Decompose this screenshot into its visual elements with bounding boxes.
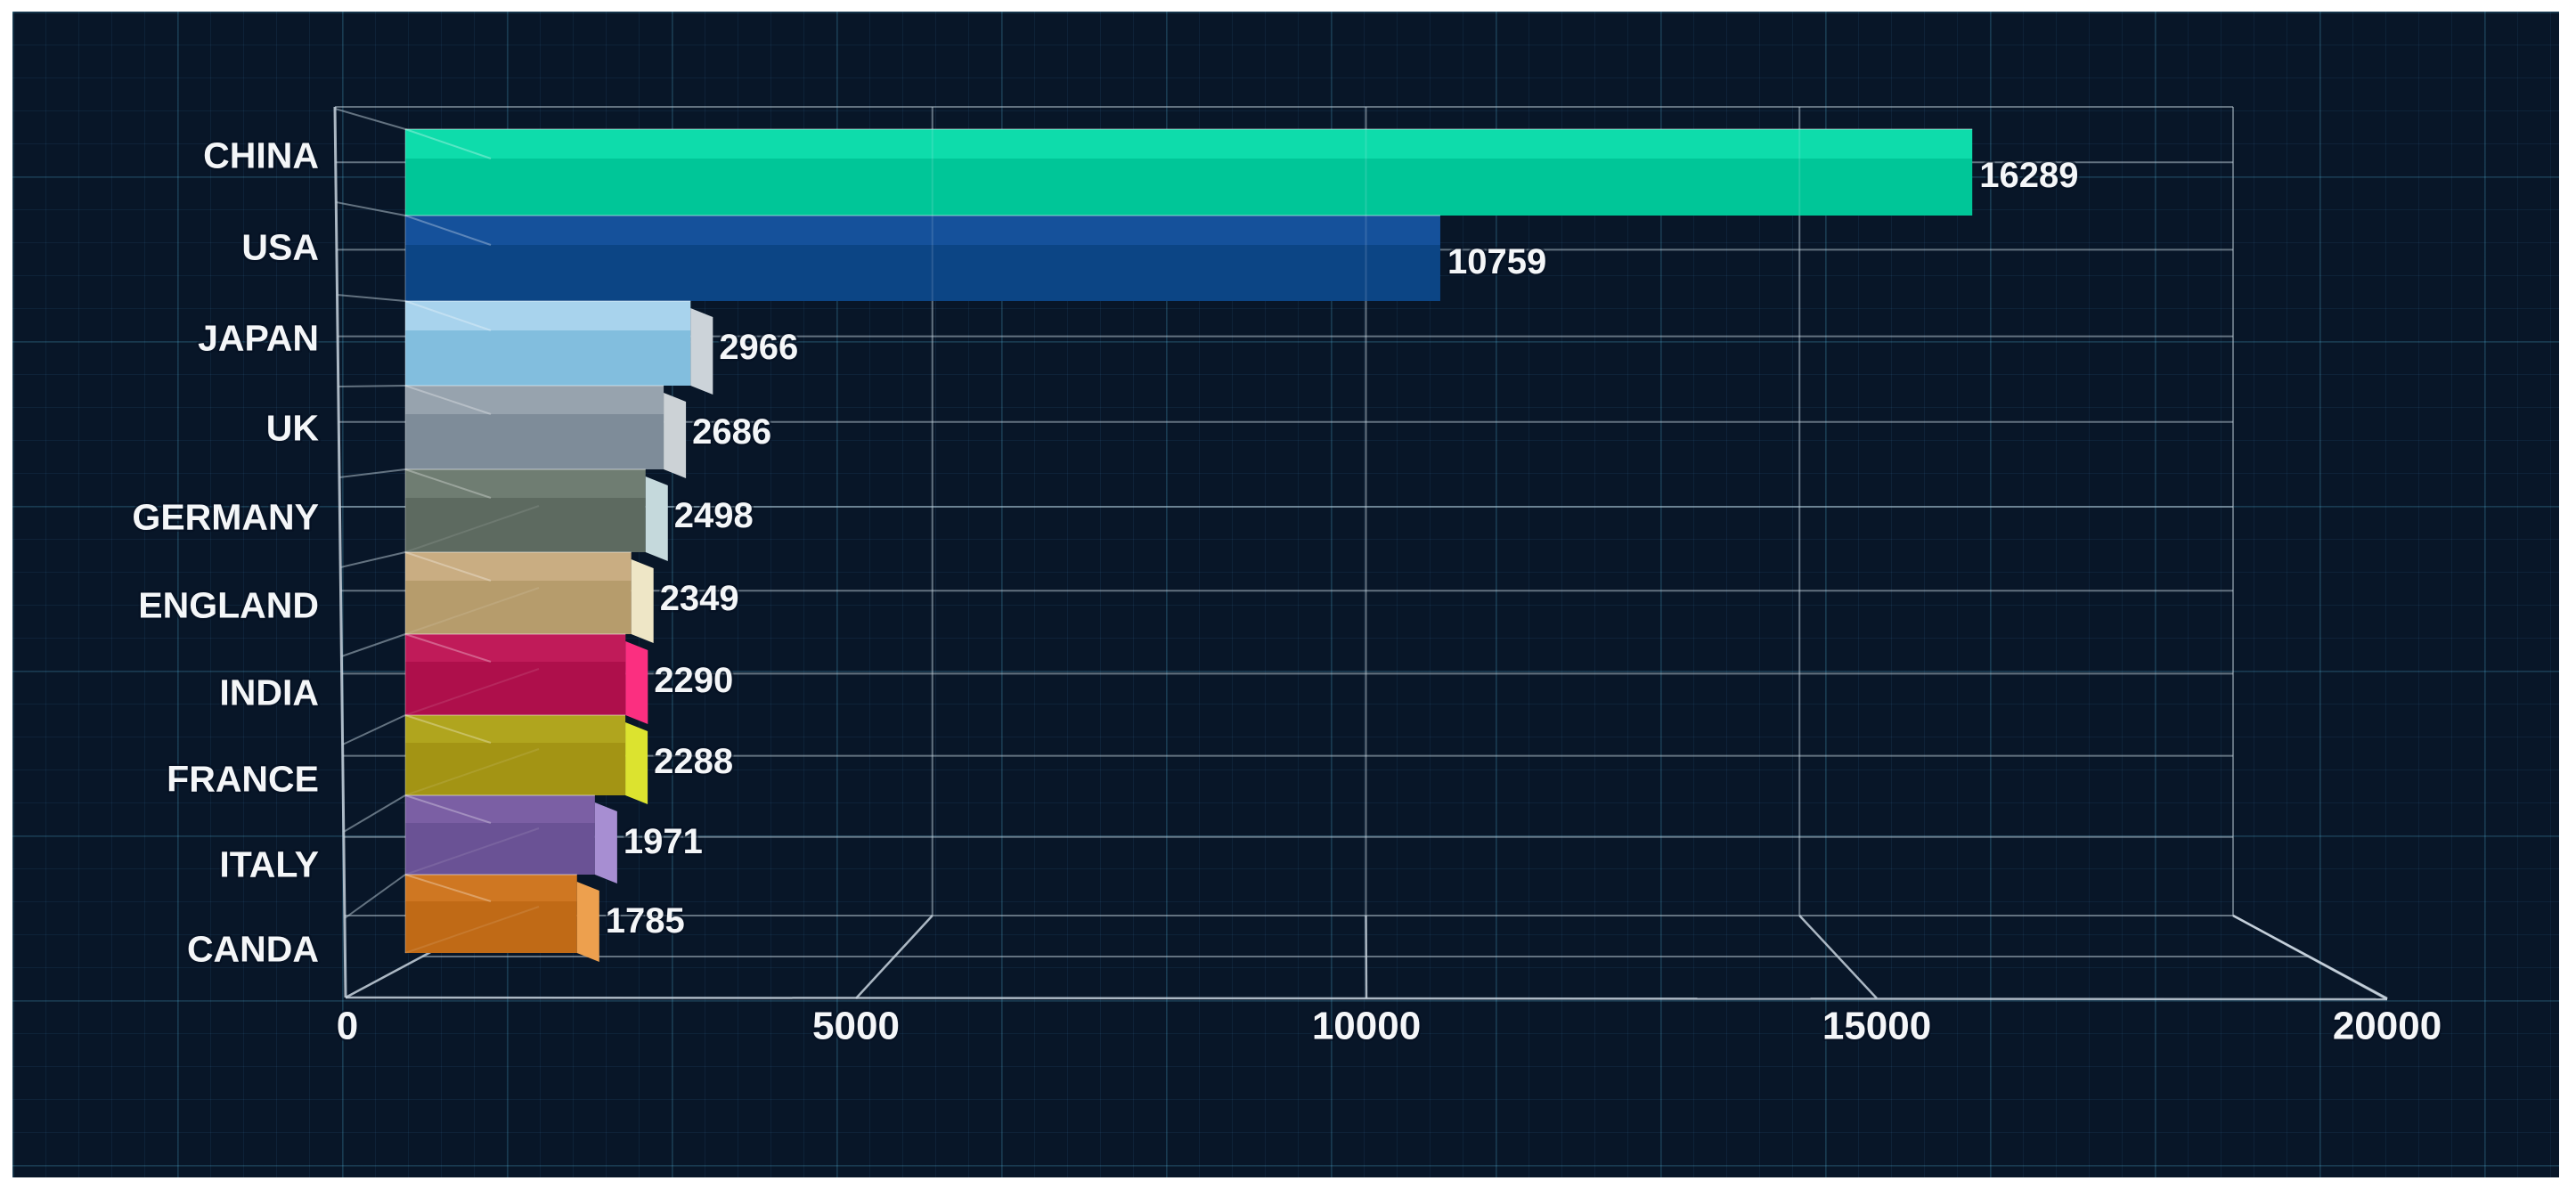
bar-value-label-uk: 2686 bbox=[692, 412, 771, 452]
bar-fold-edge bbox=[404, 874, 492, 902]
bar-top-face-italy bbox=[405, 795, 595, 823]
y-tick-line-usa bbox=[336, 201, 406, 216]
bar-value-label-italy: 1971 bbox=[624, 822, 703, 861]
category-label-italy: ITALY bbox=[219, 844, 319, 885]
bar-value-label-usa: 10759 bbox=[1447, 242, 1546, 281]
bar-value-label-germany: 2498 bbox=[674, 496, 754, 535]
y-tick-line-germany bbox=[338, 468, 406, 478]
category-label-india: INDIA bbox=[219, 672, 319, 713]
x-tick-label-0: 0 bbox=[337, 1005, 358, 1048]
bar-front-face-italy bbox=[405, 823, 595, 875]
bar-front-face-france bbox=[405, 743, 626, 795]
bar-fold-edge bbox=[404, 385, 492, 415]
bar-top-face-japan bbox=[405, 301, 691, 330]
y-tick-line-china bbox=[334, 108, 406, 130]
bar-end-cap-uk bbox=[664, 393, 687, 478]
bar-front-face-germany bbox=[405, 498, 646, 552]
category-label-germany: GERMANY bbox=[132, 497, 319, 538]
bar-bottom-fold-edge bbox=[404, 505, 540, 553]
bar-fold-edge bbox=[404, 633, 492, 663]
x-tick-label-20000: 20000 bbox=[2333, 1005, 2441, 1048]
x-tick-label-5000: 5000 bbox=[812, 1005, 900, 1048]
bar-end-cap-canda bbox=[576, 882, 599, 962]
category-label-england: ENGLAND bbox=[138, 585, 319, 626]
x-tick-line-5000 bbox=[855, 915, 933, 999]
bar-bottom-fold-edge bbox=[404, 748, 540, 796]
bar-front-face-uk bbox=[405, 414, 664, 469]
bar-front-face-usa bbox=[405, 245, 1440, 301]
bar-bottom-fold-edge bbox=[404, 827, 540, 875]
y-tick-line-italy bbox=[343, 794, 406, 833]
x-tick-label-15000: 15000 bbox=[1822, 1005, 1931, 1048]
bar-bottom-fold-edge bbox=[404, 587, 540, 635]
bar-fold-edge bbox=[404, 551, 492, 582]
x-tick-line-10000 bbox=[1365, 915, 1368, 999]
bar-value-label-china: 16289 bbox=[1979, 156, 2078, 195]
category-label-usa: USA bbox=[241, 227, 319, 268]
bar-value-label-canda: 1785 bbox=[606, 901, 685, 941]
category-label-uk: UK bbox=[266, 408, 320, 449]
bar-value-label-japan: 2966 bbox=[719, 328, 798, 367]
bar-top-face-india bbox=[405, 634, 626, 662]
bar-fold-edge bbox=[404, 215, 492, 246]
bar-fold-edge bbox=[404, 714, 492, 744]
bar-top-face-france bbox=[405, 715, 626, 743]
chart-svg: CHINA USA JAPAN UK GERMANY ENGLAND INDIA FRANCE… bbox=[130, 106, 2444, 1050]
x-tick-line-15000 bbox=[1798, 915, 1878, 999]
bar-front-face-canda bbox=[405, 901, 577, 953]
y-tick-line-france bbox=[342, 714, 406, 745]
bar-fold-edge bbox=[404, 128, 492, 159]
y-tick-line-england bbox=[339, 551, 406, 568]
category-label-france: FRANCE bbox=[167, 759, 319, 800]
bar-value-label-france: 2288 bbox=[654, 742, 733, 781]
bar-bottom-fold-edge bbox=[404, 906, 540, 954]
x-tick-line-20000 bbox=[2232, 914, 2388, 1000]
bar-top-face-germany bbox=[405, 469, 646, 498]
bar-end-cap-england bbox=[631, 559, 654, 643]
y-tick-line-uk bbox=[338, 385, 406, 387]
bar-end-cap-italy bbox=[594, 802, 617, 884]
category-label-china: CHINA bbox=[203, 135, 319, 176]
chart-panel: CHINA USA JAPAN UK GERMANY ENGLAND INDIA FRANCE… bbox=[12, 12, 2559, 1177]
y-tick-line-japan bbox=[337, 294, 406, 302]
bar-value-label-india: 2290 bbox=[654, 661, 733, 700]
bar-bottom-fold-edge bbox=[404, 668, 540, 716]
bar-value-label-england: 2349 bbox=[660, 579, 739, 618]
bar-front-face-england bbox=[405, 581, 632, 634]
bar-front-face-china bbox=[405, 159, 1973, 216]
bar-fold-edge bbox=[404, 794, 492, 824]
bar-end-cap-france bbox=[625, 722, 648, 804]
y-tick-line-india bbox=[341, 633, 406, 657]
x-tick-label-10000: 10000 bbox=[1312, 1005, 1421, 1048]
y-tick-line-canda bbox=[344, 874, 406, 919]
bar-top-face-usa bbox=[405, 216, 1440, 245]
bar-end-cap-germany bbox=[645, 476, 668, 561]
category-label-japan: JAPAN bbox=[198, 318, 319, 359]
category-label-canda: CANDA bbox=[187, 929, 319, 970]
bar-top-face-canda bbox=[405, 875, 577, 901]
bar-fold-edge bbox=[404, 300, 492, 331]
bar-top-face-uk bbox=[405, 386, 664, 414]
bar-front-face-japan bbox=[405, 330, 691, 386]
y-axis-edge bbox=[333, 106, 347, 998]
bar-top-face-england bbox=[405, 552, 632, 581]
bar-top-face-china bbox=[405, 129, 1973, 159]
bar-front-face-india bbox=[405, 662, 626, 715]
bar-fold-edge bbox=[404, 468, 492, 499]
bar-end-cap-india bbox=[625, 641, 648, 724]
bar-end-cap-japan bbox=[690, 308, 713, 395]
